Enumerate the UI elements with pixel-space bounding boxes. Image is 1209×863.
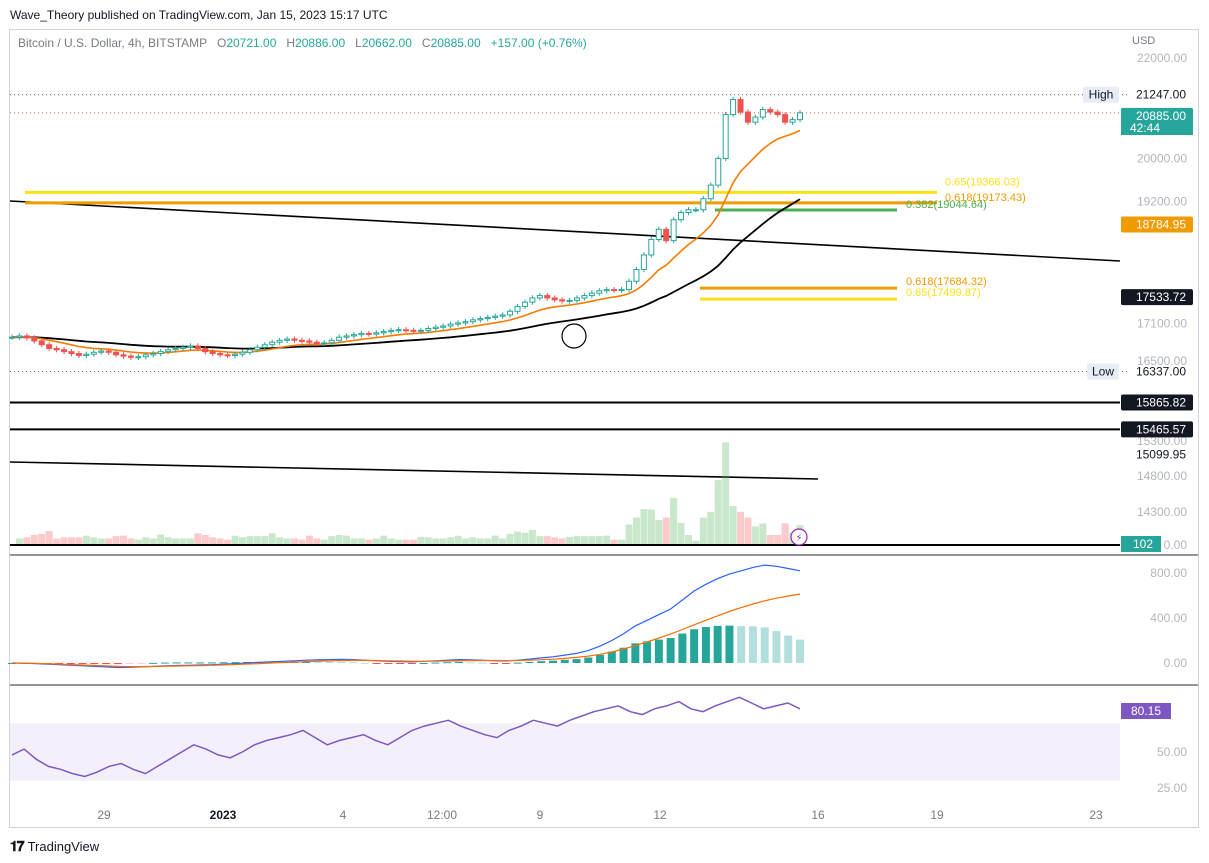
footer-brand[interactable]: 𝟏𝟕 TradingView xyxy=(10,838,99,855)
symbol-legend: Bitcoin / U.S. Dollar, 4h, BITSTAMP O207… xyxy=(18,36,587,50)
close-value: 20885.00 xyxy=(430,36,481,50)
publisher-line: Wave_Theory published on TradingView.com… xyxy=(10,8,388,22)
chart-frame xyxy=(9,29,1199,828)
footer-brand-label: TradingView xyxy=(27,839,100,854)
open-value: 20721.00 xyxy=(226,36,277,50)
close-label: C xyxy=(421,36,431,50)
tradingview-logo-icon: 𝟏𝟕 xyxy=(10,838,25,854)
high-value: 20886.00 xyxy=(295,36,346,50)
high-label: H xyxy=(286,36,296,50)
low-value: 20662.00 xyxy=(361,36,412,50)
low-label: L xyxy=(355,36,362,50)
open-label: O xyxy=(216,36,227,50)
change-value: +157.00 (+0.76%) xyxy=(490,36,587,50)
symbol-title[interactable]: Bitcoin / U.S. Dollar, 4h, BITSTAMP xyxy=(18,36,207,50)
